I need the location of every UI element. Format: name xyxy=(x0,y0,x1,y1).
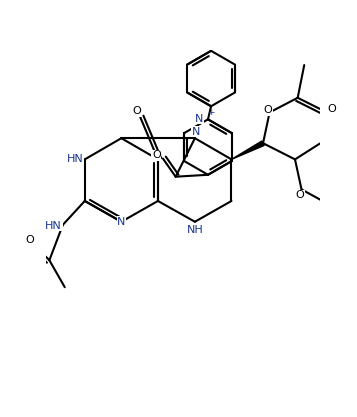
Text: +: + xyxy=(207,108,215,117)
Text: O: O xyxy=(327,104,336,114)
Text: N: N xyxy=(195,113,203,123)
Text: N: N xyxy=(191,127,200,137)
Text: NH: NH xyxy=(187,225,204,235)
Text: O: O xyxy=(263,106,272,116)
Text: O: O xyxy=(295,190,304,200)
Text: O: O xyxy=(152,150,161,160)
Text: HN: HN xyxy=(66,153,83,163)
Text: N: N xyxy=(117,217,126,227)
Text: O: O xyxy=(26,235,35,245)
Text: O: O xyxy=(133,106,141,116)
Text: HN: HN xyxy=(45,221,62,231)
Polygon shape xyxy=(231,141,264,159)
